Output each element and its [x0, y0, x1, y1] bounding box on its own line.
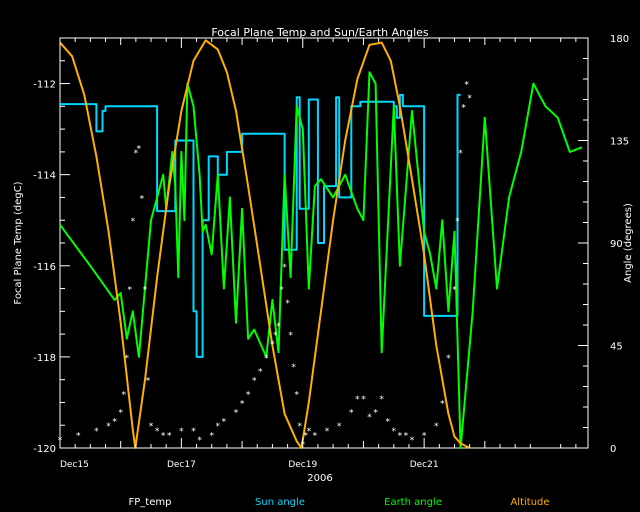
fp-temp-point: * — [134, 149, 139, 159]
fp-temp-point: * — [410, 436, 415, 446]
fp-temp-point: * — [349, 409, 354, 419]
fp-temp-point: * — [149, 422, 154, 432]
y-right-tick-label-4: 180 — [610, 34, 629, 45]
fp-temp-point: * — [140, 194, 145, 204]
fp-temp-point: * — [337, 422, 342, 432]
fp-temp-point: * — [452, 286, 457, 296]
x-axis-label: 2006 — [307, 473, 332, 484]
fp-temp-point: * — [76, 431, 81, 441]
series-layer: * * * ************ * * * * ** ** *****************… — [58, 39, 583, 451]
x-tick-label-0: Dec15 — [60, 460, 89, 470]
fp-temp-point: * — [258, 368, 263, 378]
fp-temp-point: * — [404, 431, 409, 441]
y-left-tick-label-4: -112 — [33, 80, 56, 91]
fp-temp-point: * — [422, 431, 427, 441]
legend-item-sun-angle: Sun angle — [255, 497, 305, 508]
fp-temp-point: * — [112, 418, 117, 428]
fp-temp-point: * — [234, 409, 239, 419]
fp-temp-point: * — [94, 427, 99, 437]
fp-temp-point: * — [288, 331, 293, 341]
fp-temp-point: * — [446, 354, 451, 364]
y-axis-left-label: Focal Plane Temp (degC) — [13, 181, 24, 304]
fp-temp-point: * — [270, 340, 275, 350]
y-right-tick-label-2: 90 — [610, 239, 623, 250]
fp-temp-point: * — [155, 427, 160, 437]
fp-temp-point: * — [222, 418, 227, 428]
series-sun-angle-line — [60, 93, 461, 358]
fp-temp-point: * — [355, 395, 360, 405]
fp-temp-point: * — [304, 431, 309, 441]
x-tick-label-1: Dec17 — [167, 460, 196, 470]
fp-temp-point: * — [279, 286, 284, 296]
fp-temp-point: * — [440, 399, 445, 409]
fp-temp-point: * — [246, 390, 251, 400]
y-axis-right-label: Angle (degrees) — [623, 203, 634, 283]
chart-title: Focal Plane Temp and Sun/Earth Angles — [211, 26, 429, 39]
fp-temp-point: * — [125, 354, 130, 364]
fp-temp-point: * — [118, 409, 123, 419]
fp-temp-point: * — [137, 144, 142, 154]
fp-temp-point: * — [458, 149, 463, 159]
series-altitude-line — [59, 39, 471, 449]
legend: FP_temp Sun angle Earth angle Altitude — [129, 497, 550, 508]
fp-temp-point: * — [106, 422, 111, 432]
fp-temp-point: * — [143, 286, 148, 296]
fp-temp-point: * — [131, 217, 136, 227]
legend-item-earth-angle: Earth angle — [384, 497, 442, 508]
fp-temp-point: * — [240, 399, 245, 409]
fp-temp-point: * — [121, 390, 126, 400]
fp-temp-point: * — [252, 377, 257, 387]
fp-temp-point: * — [434, 422, 439, 432]
fp-temp-point: * — [197, 436, 202, 446]
fp-temp-point: * — [146, 377, 151, 387]
fp-temp-point: * — [291, 363, 296, 373]
fp-temp-point: * — [313, 431, 318, 441]
fp-temp-point: * — [282, 263, 287, 273]
fp-temp-point: * — [398, 431, 403, 441]
fp-temp-point: * — [167, 431, 172, 441]
fp-temp-point: * — [367, 413, 372, 423]
fp-temp-point: * — [464, 81, 469, 91]
series-earth-angle-line — [59, 71, 583, 449]
fp-temp-point: * — [276, 322, 281, 332]
y-right-tick-label-0: 0 — [610, 444, 616, 455]
x-tick-label-2: Dec19 — [288, 460, 317, 470]
fp-temp-point: * — [216, 422, 221, 432]
fp-temp-point: * — [264, 354, 269, 364]
series-fp-temp: * * * ************ * * * * ** ** *****************… — [58, 81, 473, 451]
fp-temp-point: * — [373, 409, 378, 419]
legend-item-fp-temp: FP_temp — [129, 497, 172, 508]
y-left-tick-label-1: -118 — [33, 353, 56, 364]
fp-temp-point: * — [385, 418, 390, 428]
fp-temp-point: * — [461, 103, 466, 113]
fp-temp-point: * — [361, 395, 366, 405]
fp-temp-point: * — [209, 431, 214, 441]
fp-temp-point: * — [325, 427, 330, 437]
x-tick-label-3: Dec21 — [410, 460, 439, 470]
y-left-tick-label-0: -120 — [33, 444, 56, 455]
axis-layer: Dec15 Dec17 Dec19 Dec21 -120 -118 -116 -114 -112… — [33, 34, 629, 470]
fp-temp-point: * — [455, 217, 460, 227]
fp-temp-point: * — [285, 299, 290, 309]
fp-temp-point: * — [297, 422, 302, 432]
fp-temp-point: * — [161, 431, 166, 441]
fp-temp-point: * — [307, 427, 312, 437]
y-right-tick-label-1: 45 — [610, 342, 623, 353]
y-right-tick-label-3: 135 — [610, 137, 629, 148]
fp-temp-point: * — [467, 94, 472, 104]
fp-temp-point: * — [273, 331, 278, 341]
fp-temp-point: * — [379, 395, 384, 405]
fp-temp-point: * — [191, 427, 196, 437]
legend-item-altitude: Altitude — [510, 497, 549, 508]
y-left-tick-label-3: -114 — [33, 171, 56, 182]
fp-temp-point: * — [392, 427, 397, 437]
y-left-tick-label-2: -116 — [33, 262, 56, 273]
fp-temp-point: * — [179, 427, 184, 437]
fp-temp-point: * — [128, 286, 133, 296]
fp-temp-point: * — [294, 390, 299, 400]
